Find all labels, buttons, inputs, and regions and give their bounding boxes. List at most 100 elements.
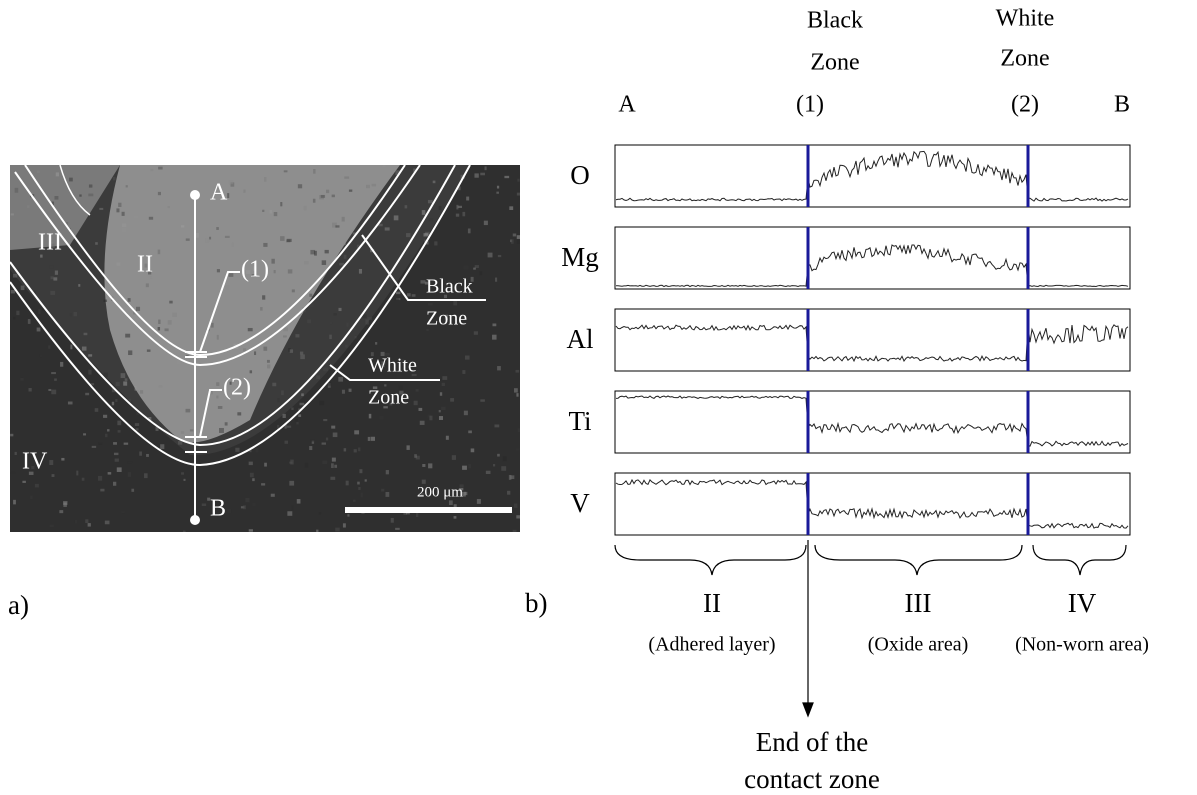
texture	[145, 283, 149, 288]
texture	[295, 334, 300, 338]
texture	[504, 175, 510, 179]
texture	[34, 483, 39, 488]
element-label: Mg	[561, 242, 599, 272]
texture	[240, 506, 245, 509]
texture	[131, 488, 135, 492]
texture	[103, 299, 108, 302]
texture	[393, 215, 399, 221]
texture	[79, 194, 82, 197]
texture	[54, 195, 59, 200]
point-label: A	[210, 180, 228, 206]
texture	[155, 426, 159, 431]
texture	[421, 479, 426, 484]
texture	[216, 382, 220, 386]
texture	[201, 503, 207, 507]
texture	[399, 390, 404, 395]
texture	[263, 346, 268, 351]
texture	[10, 289, 15, 294]
texture	[157, 249, 161, 255]
texture	[39, 354, 43, 358]
texture	[354, 254, 358, 260]
texture	[74, 520, 78, 524]
texture	[205, 237, 210, 243]
texture	[271, 258, 275, 264]
profile-line	[615, 150, 1129, 202]
texture	[54, 378, 57, 381]
texture	[51, 243, 55, 248]
texture	[426, 328, 429, 331]
texture	[81, 477, 85, 481]
texture	[497, 254, 502, 258]
texture	[85, 392, 90, 396]
texture	[316, 375, 321, 380]
texture	[229, 381, 232, 385]
texture	[406, 445, 410, 450]
texture	[115, 399, 118, 402]
texture	[160, 444, 165, 449]
texture	[512, 529, 517, 532]
texture	[10, 433, 14, 437]
texture	[516, 515, 520, 519]
marker-label: (1)	[241, 257, 269, 283]
texture	[310, 249, 316, 255]
texture	[51, 372, 56, 375]
texture	[380, 351, 385, 356]
texture	[10, 471, 16, 474]
texture	[309, 303, 314, 308]
texture	[107, 472, 112, 475]
texture	[111, 388, 116, 393]
texture	[280, 236, 285, 241]
texture	[136, 306, 141, 311]
texture	[346, 322, 349, 327]
texture	[252, 502, 256, 507]
texture	[121, 223, 127, 228]
texture	[312, 198, 316, 203]
texture	[289, 480, 295, 486]
texture	[54, 270, 59, 275]
texture	[284, 423, 287, 429]
texture	[383, 406, 388, 409]
texture	[260, 307, 263, 311]
texture	[117, 420, 122, 426]
texture	[422, 463, 426, 467]
texture	[185, 238, 190, 241]
texture	[286, 238, 292, 242]
texture	[88, 184, 93, 188]
texture	[291, 289, 295, 293]
texture	[144, 263, 148, 268]
texture	[347, 514, 350, 517]
texture	[48, 388, 52, 392]
texture	[228, 273, 234, 277]
texture	[427, 199, 433, 204]
texture	[28, 388, 32, 392]
texture	[219, 427, 224, 433]
texture	[470, 276, 474, 282]
texture	[457, 186, 461, 191]
texture	[216, 269, 220, 273]
texture	[83, 433, 87, 436]
texture	[282, 413, 286, 419]
texture	[318, 512, 322, 515]
texture	[176, 359, 181, 365]
texture	[375, 342, 378, 345]
texture	[462, 465, 467, 470]
texture	[134, 423, 140, 427]
texture	[329, 321, 333, 325]
zone-title: Zone	[1000, 46, 1049, 72]
texture	[299, 351, 304, 355]
texture	[227, 193, 230, 199]
texture	[303, 261, 309, 265]
texture	[104, 520, 110, 525]
texture	[371, 183, 377, 187]
texture	[474, 265, 479, 268]
texture	[394, 298, 399, 301]
element-label: V	[570, 488, 590, 518]
texture	[216, 395, 219, 399]
texture	[501, 466, 507, 471]
texture	[269, 209, 273, 214]
marker-label: (2)	[223, 375, 251, 401]
texture	[398, 385, 403, 391]
zone-label: Zone	[426, 308, 467, 330]
zone-title: White	[996, 6, 1055, 32]
texture	[225, 285, 230, 290]
